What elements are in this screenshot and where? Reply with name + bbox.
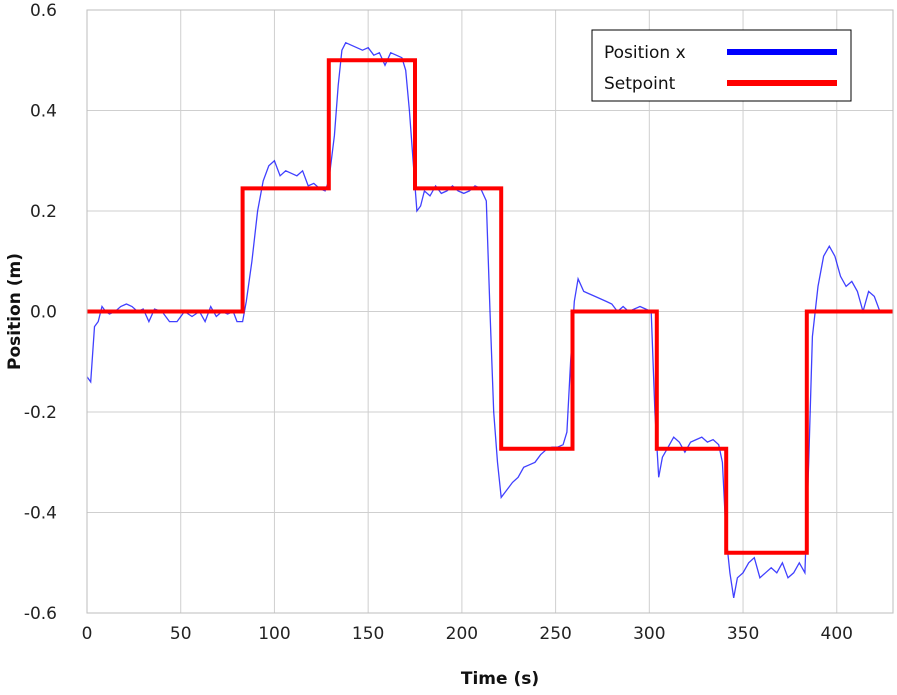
legend-label-setpoint: Setpoint bbox=[604, 74, 676, 94]
x-tick-label: 50 bbox=[170, 624, 192, 644]
legend-label-position-x: Position x bbox=[604, 43, 686, 63]
x-tick-label: 250 bbox=[539, 624, 571, 644]
x-tick-label: 400 bbox=[821, 624, 853, 644]
x-tick-label: 200 bbox=[446, 624, 478, 644]
y-tick-label: -0.6 bbox=[24, 604, 57, 624]
legend: Position x Setpoint bbox=[591, 29, 852, 102]
y-tick-label: 0.2 bbox=[30, 202, 57, 222]
y-axis-title: Position (m) bbox=[5, 253, 25, 370]
x-tick-label: 300 bbox=[633, 624, 665, 644]
x-axis-ticks: 0 50 100 150 200 250 300 350 400 bbox=[82, 624, 853, 644]
plot-frame bbox=[86, 9, 894, 614]
x-tick-label: 350 bbox=[727, 624, 759, 644]
x-tick-label: 100 bbox=[258, 624, 290, 644]
y-axis-ticks: -0.6 -0.4 -0.2 0.0 0.2 0.4 0.6 bbox=[24, 1, 57, 624]
series-line-setpoint bbox=[87, 58, 893, 555]
x-tick-label: 150 bbox=[352, 624, 384, 644]
y-tick-label: 0.6 bbox=[30, 1, 57, 21]
legend-box bbox=[591, 29, 852, 102]
y-tick-label: -0.2 bbox=[24, 403, 57, 423]
series-layer bbox=[86, 41, 893, 599]
series-line-position-x bbox=[86, 41, 886, 599]
x-tick-label: 0 bbox=[82, 624, 93, 644]
y-tick-label: 0.0 bbox=[30, 303, 57, 323]
y-tick-label: -0.4 bbox=[24, 504, 57, 524]
x-axis-title: Time (s) bbox=[461, 669, 539, 689]
y-tick-label: 0.4 bbox=[30, 102, 57, 122]
